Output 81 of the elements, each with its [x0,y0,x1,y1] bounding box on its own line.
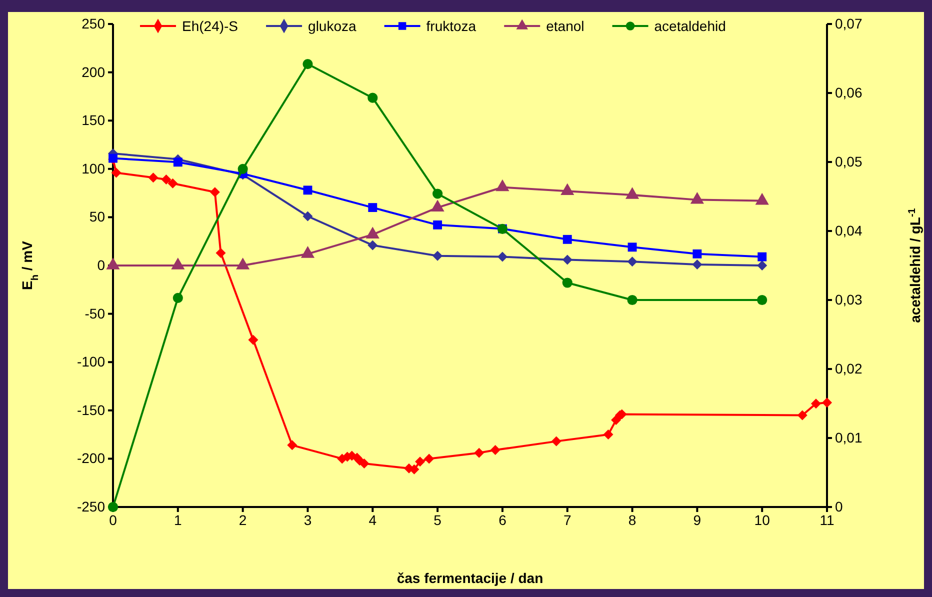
point [248,334,258,345]
legend-label: acetaldehid [654,18,726,34]
point [627,256,638,267]
point [111,168,122,178]
point [757,260,768,270]
x-tick-label: 11 [820,512,834,528]
y2-tick-label: 0,03 [835,291,862,308]
point [108,502,118,512]
point [368,203,378,212]
point [562,234,572,244]
point [168,178,178,188]
x-tick-label: 6 [498,512,507,528]
legend-label: glukoza [308,18,356,34]
point [148,172,158,183]
point [359,458,370,469]
y2-tick-label: 0,05 [835,153,862,170]
point [562,254,572,265]
y2-tick-label: 0,06 [835,84,862,100]
y2-tick-label: 0,01 [835,429,862,446]
y2-tick-label: 0,07 [835,15,862,32]
y-tick-label: -50 [84,305,106,322]
x-tick-label: 1 [174,512,182,528]
x-tick-label: 7 [563,512,572,528]
point [497,252,508,262]
point [490,445,500,456]
point [562,278,572,288]
point [302,211,313,222]
point [424,454,434,464]
point [822,398,832,408]
point [368,240,378,250]
point [173,158,182,167]
legend-label: etanol [546,18,584,34]
point [611,415,622,426]
point [172,292,183,303]
y2-tick-label: 0 [835,498,843,514]
y-tick-label: -150 [76,402,106,418]
x-tick-label: 5 [434,512,442,528]
y-tick-label: -250 [76,498,106,514]
point [287,440,298,450]
point [757,294,768,306]
y-tick-label: 50 [89,208,106,225]
point [433,220,442,230]
y-tick-label: -200 [76,450,106,466]
point [161,174,172,185]
point [415,456,426,467]
point [810,398,821,409]
point [432,250,443,261]
point [302,58,313,70]
y-tick-label: 250 [82,15,106,32]
point [797,410,808,420]
y-tick-label: 0 [97,256,106,273]
legend-label: fruktoza [426,18,476,34]
y-tick-label: 150 [82,112,106,128]
x-tick-label: 8 [628,512,636,528]
x-axis-title: čas fermentacije / dan [396,570,544,586]
x-tick-label: 4 [368,512,377,528]
point [368,92,378,103]
x-tick-label: 0 [109,512,118,528]
point [216,248,226,258]
x-tick-label: 3 [304,512,312,528]
point [628,242,637,252]
point [627,294,638,306]
y2-tick-label: 0,04 [835,222,862,238]
point [603,430,614,440]
y2-tick-label: 0,02 [835,360,862,376]
x-tick-label: 9 [693,512,702,528]
point [210,187,220,198]
x-tick-label: 10 [754,512,770,528]
point [432,188,443,199]
legend-label: Eh(24)-S [182,18,238,34]
point [692,249,702,258]
y-tick-label: 100 [82,160,106,176]
point [758,252,767,262]
point [692,260,702,270]
point [238,164,248,174]
point [551,436,562,446]
point [303,186,312,195]
y-tick-label: 200 [82,64,106,80]
y-tick-label: -100 [76,354,106,370]
x-tick-label: 2 [238,512,247,528]
point [474,448,484,458]
